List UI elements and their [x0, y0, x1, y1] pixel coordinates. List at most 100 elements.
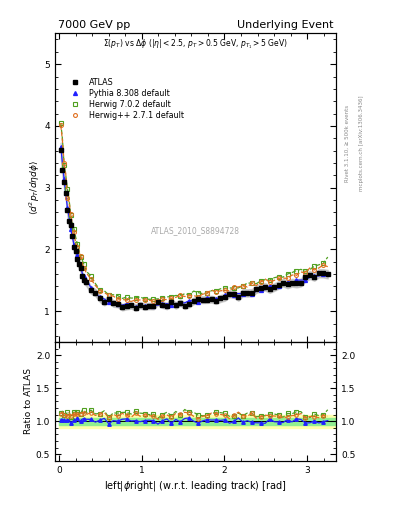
- Pythia 8.308 default: [142, 303, 147, 309]
- Herwig++ 2.7.1 default: [231, 284, 236, 290]
- Herwig++ 2.7.1 default: [321, 262, 326, 268]
- ATLAS: [59, 147, 63, 154]
- Text: $\Sigma(p_T)$ vs $\Delta\phi$ ($|\eta| < 2.5$, $p_T > 0.5$ GeV, $p_{T_1} > 5$ Ge: $\Sigma(p_T)$ vs $\Delta\phi$ ($|\eta| <…: [103, 38, 288, 52]
- Text: mcplots.cern.ch [arXiv:1306.3436]: mcplots.cern.ch [arXiv:1306.3436]: [359, 96, 364, 191]
- Pythia 8.308 default: [160, 301, 165, 307]
- Herwig++ 2.7.1 default: [142, 297, 147, 303]
- Herwig++ 2.7.1 default: [116, 296, 120, 302]
- Herwig 7.0.2 default: [133, 295, 138, 301]
- Herwig 7.0.2 default: [62, 162, 66, 168]
- Herwig 7.0.2 default: [222, 285, 227, 291]
- Text: Underlying Event: Underlying Event: [237, 20, 333, 30]
- Herwig++ 2.7.1 default: [72, 229, 76, 235]
- Pythia 8.308 default: [231, 291, 236, 297]
- Herwig++ 2.7.1 default: [68, 211, 73, 217]
- Text: 7000 GeV pp: 7000 GeV pp: [58, 20, 130, 30]
- Herwig 7.0.2 default: [312, 263, 317, 269]
- Herwig 7.0.2 default: [250, 280, 254, 286]
- Pythia 8.308 default: [65, 205, 70, 211]
- Pythia 8.308 default: [312, 273, 317, 280]
- ATLAS: [111, 301, 116, 307]
- Herwig 7.0.2 default: [187, 292, 191, 298]
- Pythia 8.308 default: [59, 144, 63, 150]
- Herwig++ 2.7.1 default: [205, 290, 209, 296]
- Herwig 7.0.2 default: [151, 296, 156, 302]
- Herwig++ 2.7.1 default: [196, 294, 200, 300]
- ATLAS: [191, 298, 196, 304]
- Herwig 7.0.2 default: [107, 292, 111, 298]
- Pythia 8.308 default: [321, 271, 326, 277]
- Pythia 8.308 default: [75, 251, 80, 258]
- Pythia 8.308 default: [133, 304, 138, 310]
- Pythia 8.308 default: [169, 302, 174, 308]
- Herwig 7.0.2 default: [285, 271, 290, 277]
- Herwig++ 2.7.1 default: [59, 122, 63, 128]
- ATLAS: [281, 280, 285, 286]
- Herwig 7.0.2 default: [294, 267, 299, 273]
- Herwig 7.0.2 default: [205, 290, 209, 296]
- ATLAS: [133, 305, 138, 311]
- Herwig++ 2.7.1 default: [276, 275, 281, 282]
- Pythia 8.308 default: [78, 264, 83, 270]
- Pythia 8.308 default: [151, 303, 156, 309]
- Pythia 8.308 default: [82, 273, 86, 279]
- Herwig 7.0.2 default: [258, 278, 263, 284]
- Y-axis label: Ratio to ATLAS: Ratio to ATLAS: [24, 369, 33, 434]
- Herwig 7.0.2 default: [97, 287, 102, 293]
- Herwig++ 2.7.1 default: [187, 293, 191, 299]
- Herwig 7.0.2 default: [124, 294, 129, 300]
- Herwig 7.0.2 default: [178, 293, 183, 299]
- ATLAS: [88, 287, 93, 293]
- Herwig 7.0.2 default: [303, 268, 308, 274]
- Herwig++ 2.7.1 default: [75, 244, 80, 250]
- Pythia 8.308 default: [258, 287, 263, 293]
- Herwig++ 2.7.1 default: [97, 288, 102, 294]
- Line: Herwig++ 2.7.1 default: Herwig++ 2.7.1 default: [59, 123, 325, 303]
- Pythia 8.308 default: [124, 301, 129, 307]
- Text: Rivet 3.1.10, ≥ 500k events: Rivet 3.1.10, ≥ 500k events: [345, 105, 350, 182]
- Pythia 8.308 default: [97, 294, 102, 300]
- Legend: ATLAS, Pythia 8.308 default, Herwig 7.0.2 default, Herwig++ 2.7.1 default: ATLAS, Pythia 8.308 default, Herwig 7.0.…: [62, 74, 187, 123]
- Herwig++ 2.7.1 default: [312, 267, 317, 273]
- Pythia 8.308 default: [250, 291, 254, 297]
- Pythia 8.308 default: [187, 297, 191, 304]
- Herwig 7.0.2 default: [65, 185, 70, 191]
- Pythia 8.308 default: [68, 226, 73, 232]
- Herwig 7.0.2 default: [82, 261, 86, 267]
- ATLAS: [325, 271, 330, 278]
- Pythia 8.308 default: [116, 301, 120, 307]
- Herwig++ 2.7.1 default: [169, 295, 174, 302]
- Line: ATLAS: ATLAS: [59, 148, 330, 310]
- Line: Pythia 8.308 default: Pythia 8.308 default: [59, 145, 325, 309]
- Herwig 7.0.2 default: [160, 295, 165, 301]
- Pythia 8.308 default: [285, 279, 290, 285]
- Pythia 8.308 default: [241, 291, 245, 297]
- Herwig++ 2.7.1 default: [303, 270, 308, 276]
- Herwig++ 2.7.1 default: [82, 265, 86, 271]
- Herwig 7.0.2 default: [214, 288, 219, 294]
- Herwig++ 2.7.1 default: [294, 272, 299, 279]
- Herwig++ 2.7.1 default: [250, 280, 254, 286]
- X-axis label: left$|\phi$right$|$ (w.r.t. leading track) [rad]: left$|\phi$right$|$ (w.r.t. leading trac…: [104, 479, 287, 493]
- Pythia 8.308 default: [196, 298, 200, 305]
- Herwig 7.0.2 default: [75, 241, 80, 247]
- Pythia 8.308 default: [107, 299, 111, 305]
- Herwig 7.0.2 default: [169, 293, 174, 300]
- Herwig 7.0.2 default: [321, 261, 326, 267]
- Pythia 8.308 default: [88, 285, 93, 291]
- Herwig++ 2.7.1 default: [107, 292, 111, 298]
- Herwig++ 2.7.1 default: [160, 296, 165, 303]
- Herwig++ 2.7.1 default: [78, 252, 83, 259]
- Herwig 7.0.2 default: [116, 292, 120, 298]
- Pythia 8.308 default: [222, 292, 227, 298]
- Herwig 7.0.2 default: [231, 285, 236, 291]
- Herwig++ 2.7.1 default: [151, 298, 156, 304]
- Herwig 7.0.2 default: [78, 254, 83, 260]
- Pythia 8.308 default: [303, 277, 308, 283]
- Herwig++ 2.7.1 default: [214, 289, 219, 295]
- Herwig 7.0.2 default: [68, 211, 73, 218]
- Herwig++ 2.7.1 default: [65, 195, 70, 201]
- Herwig++ 2.7.1 default: [133, 297, 138, 303]
- Pythia 8.308 default: [294, 277, 299, 283]
- Herwig 7.0.2 default: [196, 290, 200, 296]
